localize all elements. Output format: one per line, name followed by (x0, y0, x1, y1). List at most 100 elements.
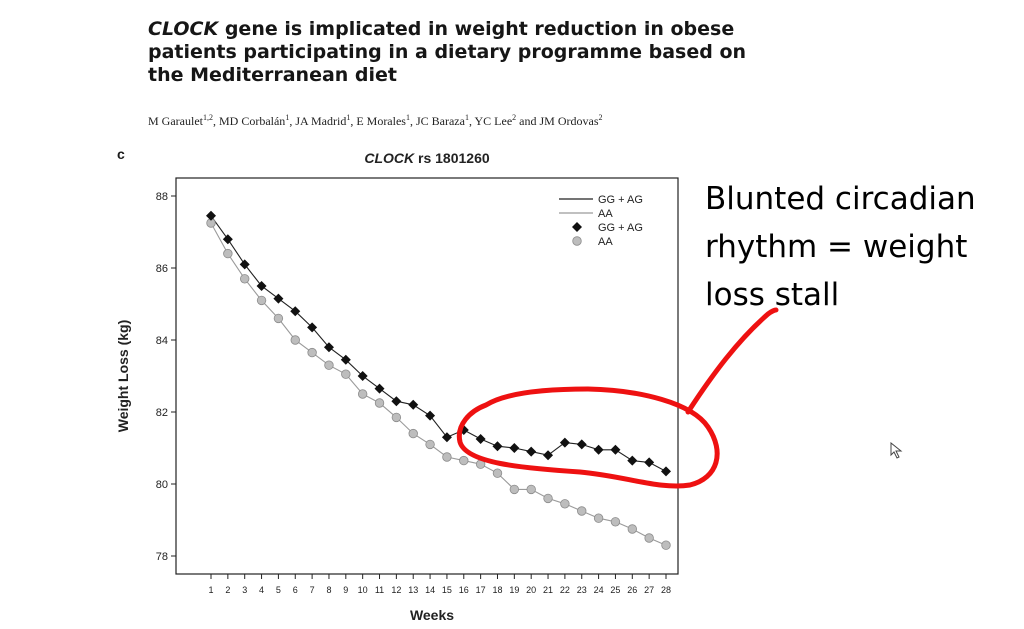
x-tick-label: 18 (492, 585, 502, 595)
x-tick-label: 10 (358, 585, 368, 595)
point-aa (560, 499, 570, 509)
x-tick-label: 13 (408, 585, 418, 595)
x-tick-label: 7 (310, 585, 315, 595)
point-aa (526, 484, 536, 495)
annotation-stroke (685, 307, 779, 415)
point-aa (290, 335, 300, 345)
author-affiliation: 1 (285, 113, 290, 122)
author-affiliation: 1 (405, 113, 410, 122)
x-tick-label: 3 (242, 585, 247, 595)
point-aa (324, 360, 334, 370)
x-tick-label: 19 (509, 585, 519, 595)
point-gg-ag (323, 342, 334, 353)
annotation-note: Blunted circadian rhythm = weight loss s… (705, 181, 976, 313)
point-gg-ag (559, 437, 570, 448)
point-gg-ag (307, 322, 318, 333)
mouse-pointer-icon (890, 442, 903, 459)
author-name: E Morales (356, 114, 406, 128)
author-name: M Garaulet (148, 114, 203, 128)
point-gg-ag (374, 383, 385, 394)
author-affiliation: 2 (512, 113, 517, 122)
point-aa (223, 248, 233, 259)
x-tick-label: 6 (293, 585, 298, 595)
author-name: YC Lee (474, 114, 513, 128)
point-gg-ag (576, 439, 587, 450)
x-tick-label: 26 (627, 585, 637, 595)
point-gg-ag (273, 293, 284, 304)
point-aa (273, 313, 284, 324)
chart-labels: CLOCK rs 1801260 Weeks Weight Loss (kg) (115, 150, 490, 623)
point-aa (577, 506, 587, 516)
point-aa (543, 493, 553, 504)
legend-diamond-swatch (572, 222, 582, 232)
panel-letter: c (117, 146, 125, 162)
author-name: JC Baraza (415, 114, 465, 128)
point-gg-ag (357, 371, 368, 381)
x-tick-label: 5 (276, 585, 281, 595)
author-affiliation: 1 (464, 113, 469, 122)
x-tick-label: 21 (543, 585, 553, 595)
point-gg-ag (475, 434, 486, 444)
annotation-loop (456, 386, 720, 489)
x-tick-label: 2 (225, 585, 230, 595)
x-tick-label: 24 (594, 585, 604, 595)
x-axis-label: Weeks (410, 607, 454, 623)
author-affiliation: 2 (598, 113, 603, 122)
point-aa (391, 412, 402, 423)
series-line-gg-ag (210, 215, 667, 472)
x-tick-label: 27 (644, 585, 654, 595)
author-name: MD Corbalán (218, 114, 286, 128)
series-line-aa (210, 222, 667, 546)
x-tick-label: 4 (259, 585, 264, 595)
author-name: JA Madrid (295, 114, 347, 128)
y-axis-label: Weight Loss (kg) (115, 320, 131, 433)
x-tick-label: 23 (577, 585, 587, 595)
point-aa (459, 455, 469, 466)
chart-title-rs: rs 1801260 (418, 150, 490, 166)
x-tick-label: 17 (476, 585, 486, 595)
point-gg-ag (206, 210, 216, 221)
point-gg-ag (391, 396, 402, 407)
paper-title: CLOCK gene is implicated in weight reduc… (148, 18, 748, 87)
y-tick-label: 80 (156, 479, 168, 491)
point-gg-ag (543, 450, 554, 461)
point-aa (610, 517, 621, 527)
point-gg-ag (340, 354, 351, 365)
plot-frame (175, 177, 679, 575)
point-aa (661, 540, 671, 550)
x-tick-label: 11 (375, 585, 384, 595)
point-gg-ag (661, 466, 671, 477)
point-aa (425, 439, 435, 450)
point-aa (307, 347, 317, 358)
point-gg-ag (441, 432, 452, 443)
author-name: JM Ordovas (539, 114, 599, 128)
x-tick-label: 20 (526, 585, 536, 595)
legend-label: AA (598, 236, 613, 248)
paper-title-gene: CLOCK (148, 18, 219, 40)
point-gg-ag (509, 443, 520, 453)
point-aa (644, 533, 654, 543)
y-tick-label: 86 (156, 263, 168, 275)
point-gg-ag (222, 234, 233, 245)
point-gg-ag (425, 410, 436, 421)
x-tick-label: 8 (326, 585, 331, 595)
legend-label: GG + AG (598, 222, 643, 234)
author-affiliation: 1 (346, 113, 351, 122)
point-gg-ag (644, 457, 655, 468)
point-aa (341, 369, 351, 379)
y-tick-label: 88 (156, 191, 168, 203)
legend-label: GG + AG (598, 194, 643, 206)
point-gg-ag (290, 306, 301, 317)
point-gg-ag (239, 259, 250, 270)
point-gg-ag (492, 441, 503, 452)
point-gg-ag (610, 444, 621, 455)
legend-label: AA (598, 208, 613, 220)
point-aa (256, 295, 267, 306)
x-tick-label: 14 (425, 585, 435, 595)
paper-title-text: gene is implicated in weight reduction i… (148, 18, 747, 86)
data-markers (206, 210, 671, 550)
point-gg-ag (256, 281, 267, 291)
point-aa (240, 274, 250, 284)
x-tick-label: 28 (661, 585, 671, 595)
legend-circle-swatch (572, 236, 582, 246)
